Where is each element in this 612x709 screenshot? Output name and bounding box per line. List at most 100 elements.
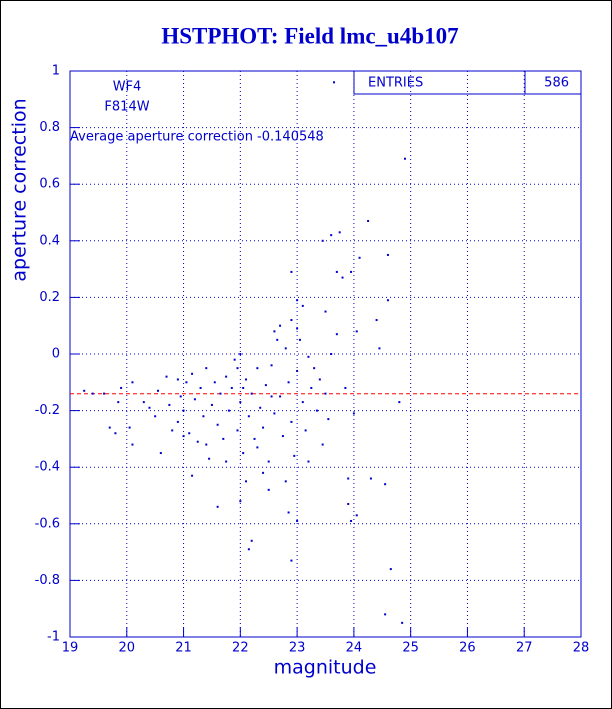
point <box>287 511 290 514</box>
point <box>256 367 259 370</box>
point <box>120 386 123 389</box>
point <box>270 364 273 367</box>
y-tick-label: 0.2 <box>39 290 60 305</box>
point <box>182 435 185 438</box>
point <box>103 392 106 395</box>
point <box>114 432 117 435</box>
point <box>236 367 239 370</box>
point <box>131 443 134 446</box>
point <box>386 299 389 302</box>
point <box>324 392 327 395</box>
point <box>315 409 318 412</box>
point <box>157 389 160 392</box>
point <box>176 378 179 381</box>
point <box>262 471 265 474</box>
y-tick-label: -0.4 <box>35 460 60 475</box>
point <box>307 460 310 463</box>
point <box>188 432 191 435</box>
point <box>247 548 250 551</box>
point <box>344 386 347 389</box>
point <box>193 398 196 401</box>
point <box>386 253 389 256</box>
point <box>128 426 131 429</box>
y-tick-label: 0 <box>52 347 60 362</box>
point <box>142 401 145 404</box>
point <box>367 219 370 222</box>
point <box>216 423 219 426</box>
point <box>290 319 293 322</box>
point <box>148 406 151 409</box>
stats-label: ENTRIES <box>368 76 423 91</box>
point <box>208 457 211 460</box>
point <box>290 559 293 562</box>
point <box>276 338 279 341</box>
point <box>267 488 270 491</box>
point <box>330 234 333 237</box>
point <box>369 477 372 480</box>
point <box>171 429 174 432</box>
point <box>290 270 293 273</box>
point <box>165 375 168 378</box>
x-tick-label: 21 <box>175 641 192 656</box>
y-tick-label: -0.2 <box>35 403 60 418</box>
point <box>301 304 304 307</box>
point <box>281 435 284 438</box>
point <box>168 403 171 406</box>
x-tick-label: 22 <box>232 641 249 656</box>
y-axis-title: aperture correction <box>9 98 31 281</box>
point <box>350 519 353 522</box>
point <box>205 367 208 370</box>
point <box>199 386 202 389</box>
point <box>273 412 276 415</box>
chart-title: HSTPHOT: Field lmc_u4b107 <box>161 23 458 48</box>
point <box>375 319 378 322</box>
point <box>321 443 324 446</box>
point <box>222 437 225 440</box>
point <box>304 429 307 432</box>
point <box>176 420 179 423</box>
point <box>384 483 387 486</box>
point <box>378 347 381 350</box>
point <box>264 384 267 387</box>
point <box>307 355 310 358</box>
point <box>191 474 194 477</box>
point <box>213 381 216 384</box>
point <box>338 231 341 234</box>
point <box>287 381 290 384</box>
point <box>321 239 324 242</box>
point <box>389 568 392 571</box>
point <box>250 392 253 395</box>
point <box>335 270 338 273</box>
y-tick-label: -0.6 <box>35 516 60 531</box>
point <box>330 353 333 355</box>
point <box>242 386 245 389</box>
x-tick-label: 27 <box>516 641 533 656</box>
point <box>216 505 219 508</box>
point <box>225 460 228 463</box>
point <box>242 452 245 455</box>
point <box>205 443 208 446</box>
point <box>83 389 86 392</box>
point <box>219 392 222 395</box>
point <box>298 338 301 341</box>
point <box>384 613 387 616</box>
point <box>159 452 162 455</box>
point <box>91 392 94 395</box>
point <box>358 256 361 259</box>
y-tick-label: 0.6 <box>39 177 60 192</box>
x-tick-label: 24 <box>346 641 363 656</box>
point <box>179 395 182 398</box>
point <box>225 375 228 378</box>
point <box>245 378 248 381</box>
point <box>401 621 404 624</box>
point <box>290 420 293 423</box>
point <box>333 81 336 84</box>
point <box>182 409 185 412</box>
point <box>270 395 273 398</box>
x-tick-label: 20 <box>119 641 136 656</box>
point <box>202 415 205 418</box>
x-tick-label: 25 <box>402 641 419 656</box>
point <box>347 477 350 480</box>
